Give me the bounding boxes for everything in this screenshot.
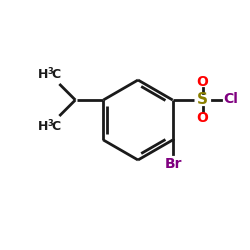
Text: H: H (38, 120, 48, 132)
Text: O: O (197, 75, 208, 89)
Text: 3: 3 (48, 66, 53, 76)
Text: S: S (197, 92, 208, 108)
Text: C: C (52, 120, 61, 132)
Text: Br: Br (165, 157, 182, 171)
Text: H: H (38, 68, 48, 80)
Text: Cl: Cl (223, 92, 238, 106)
Text: O: O (197, 111, 208, 125)
Text: 3: 3 (48, 118, 53, 128)
Text: C: C (52, 68, 61, 80)
